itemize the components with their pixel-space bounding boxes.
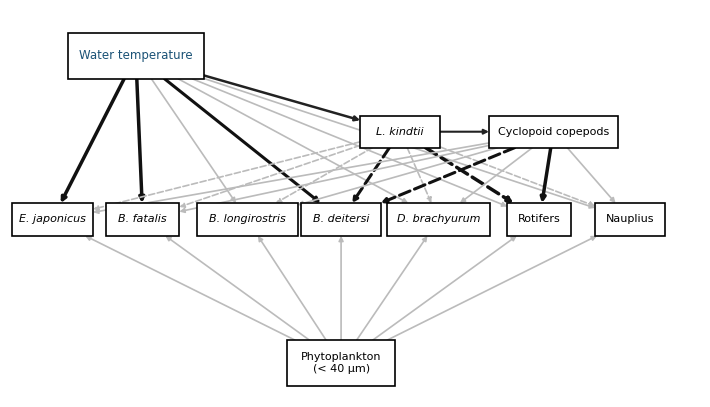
FancyBboxPatch shape	[68, 33, 204, 79]
Text: Rotifers: Rotifers	[518, 214, 561, 224]
Text: D. brachyurum: D. brachyurum	[397, 214, 480, 224]
Text: E. japonicus: E. japonicus	[19, 214, 86, 224]
Text: B. deitersi: B. deitersi	[313, 214, 369, 224]
FancyBboxPatch shape	[508, 203, 572, 236]
FancyBboxPatch shape	[11, 203, 93, 236]
Text: Cyclopoid copepods: Cyclopoid copepods	[498, 127, 609, 137]
FancyBboxPatch shape	[360, 116, 440, 148]
FancyBboxPatch shape	[106, 203, 180, 236]
Text: B. fatalis: B. fatalis	[119, 214, 167, 224]
FancyBboxPatch shape	[387, 203, 490, 236]
Text: Water temperature: Water temperature	[79, 49, 192, 62]
Text: B. longirostris: B. longirostris	[209, 214, 285, 224]
FancyBboxPatch shape	[595, 203, 665, 236]
Text: L. kindtii: L. kindtii	[376, 127, 424, 137]
FancyBboxPatch shape	[489, 116, 618, 148]
Text: Phytoplankton
(< 40 μm): Phytoplankton (< 40 μm)	[301, 352, 381, 374]
FancyBboxPatch shape	[301, 203, 381, 236]
FancyBboxPatch shape	[287, 340, 395, 386]
FancyBboxPatch shape	[197, 203, 297, 236]
Text: Nauplius: Nauplius	[606, 214, 654, 224]
